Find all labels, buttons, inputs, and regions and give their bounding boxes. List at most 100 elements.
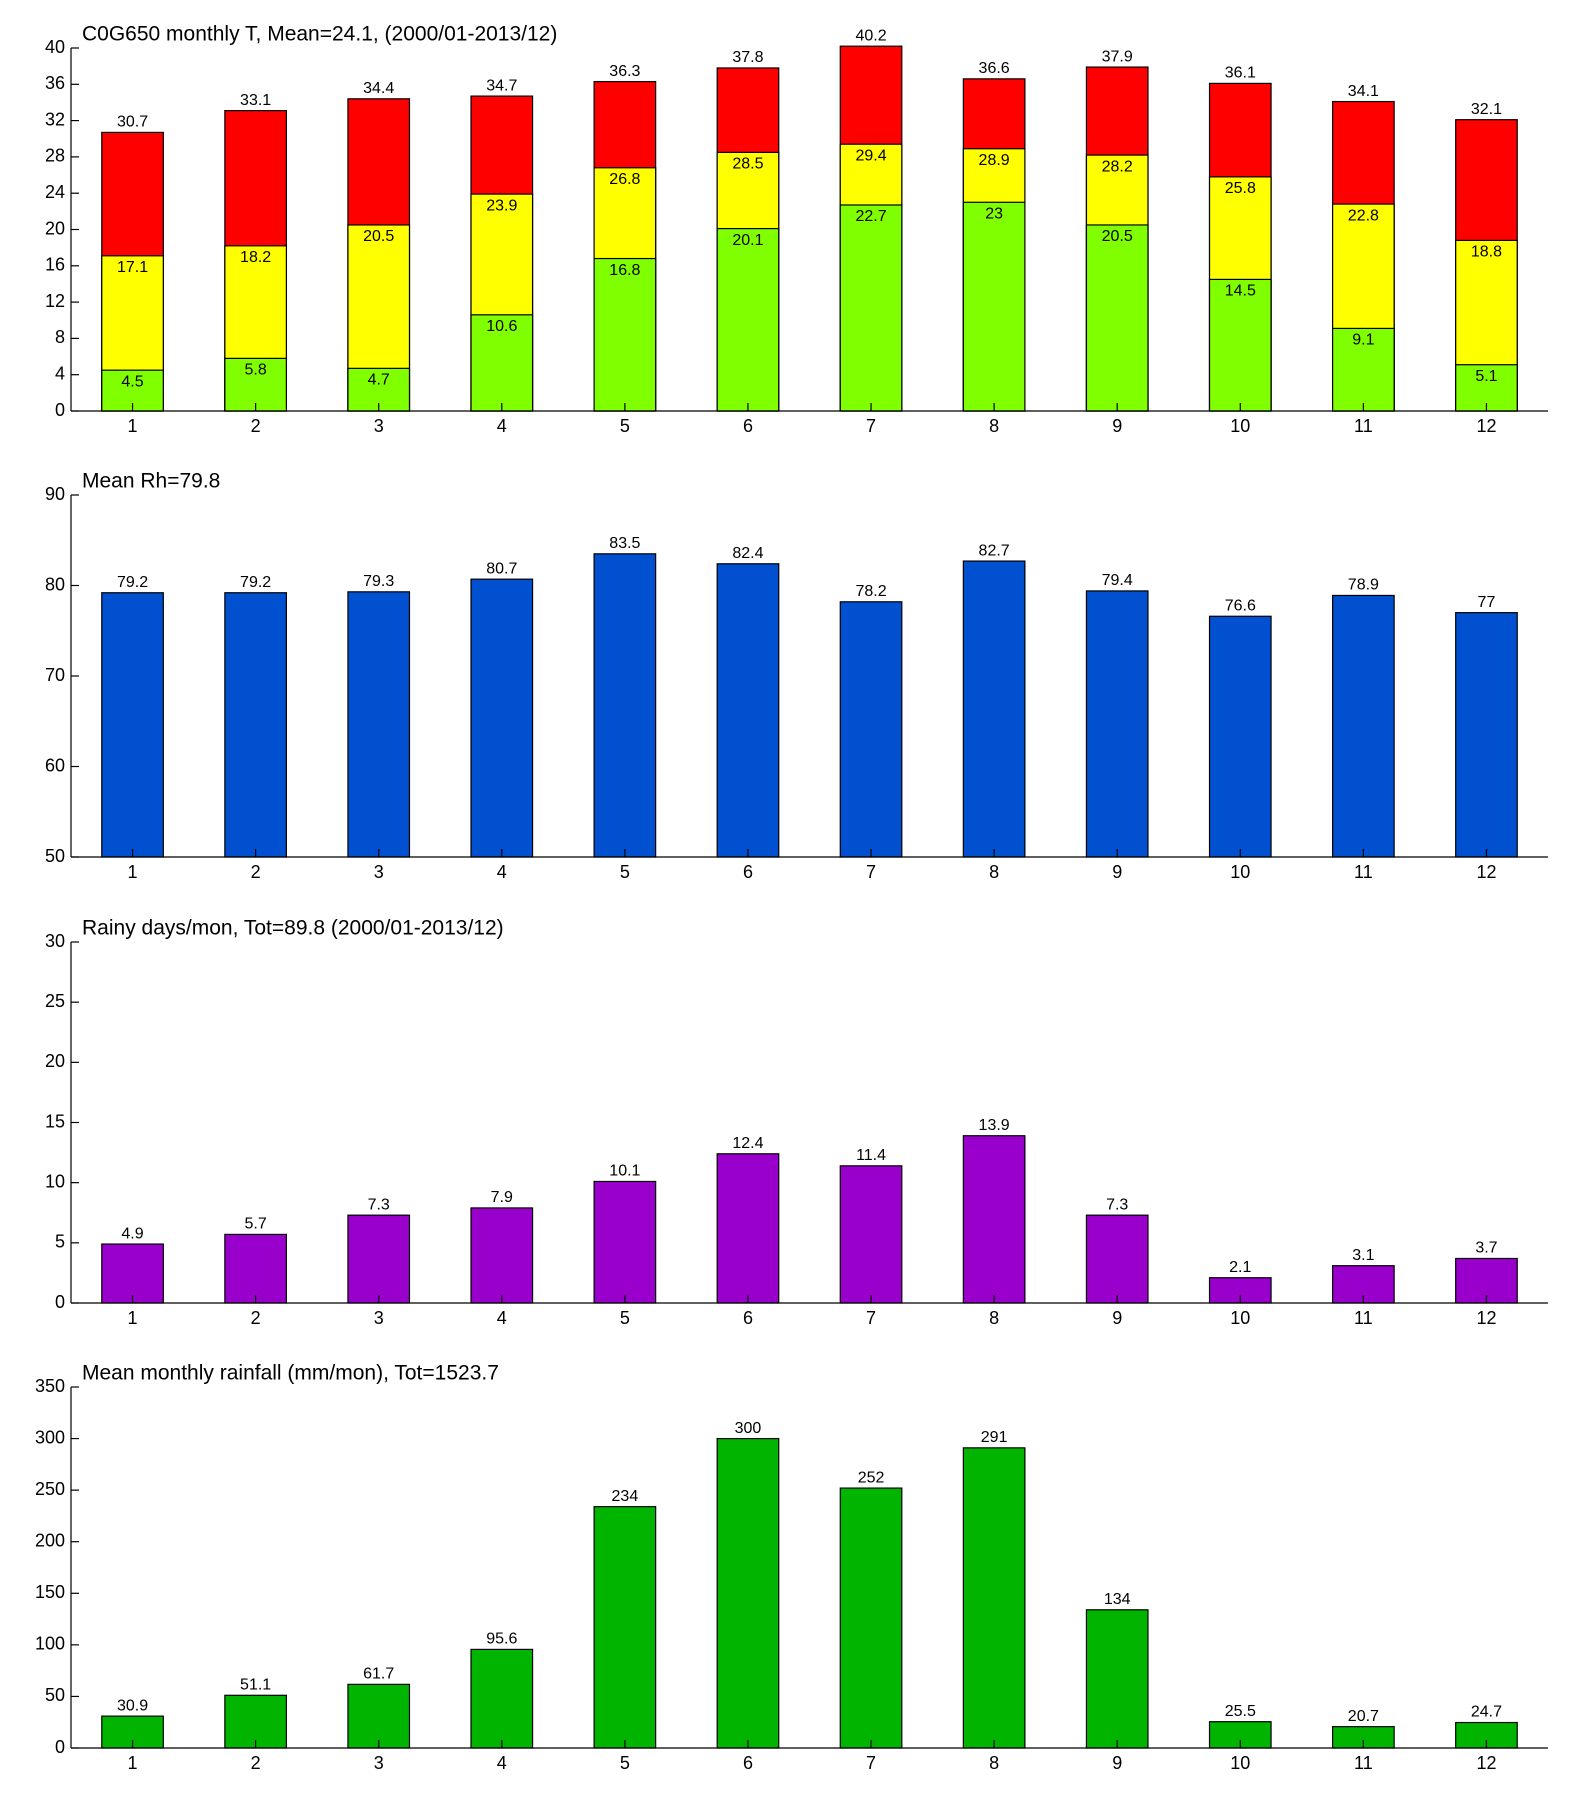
y-tick-label: 15	[45, 1111, 65, 1131]
x-tick-label: 10	[1230, 1753, 1250, 1773]
y-tick-label: 150	[35, 1582, 65, 1602]
chart-title: Rainy days/mon, Tot=89.8 (2000/01-2013/1…	[82, 917, 504, 940]
bar	[101, 1243, 164, 1304]
data-label: 5.8	[245, 362, 267, 379]
x-tick-label: 4	[497, 1308, 507, 1328]
x-tick-label: 8	[989, 1753, 999, 1773]
data-label: 11.4	[856, 1147, 886, 1164]
x-tick-label: 3	[374, 1308, 384, 1328]
y-tick-label: 0	[55, 1737, 65, 1757]
data-label: 16.8	[609, 262, 640, 279]
x-tick-label: 8	[989, 862, 999, 882]
y-tick-label: 300	[35, 1427, 65, 1447]
y-tick-label: 50	[45, 1685, 65, 1705]
y-tick-label: 40	[45, 37, 65, 57]
bar	[962, 560, 1026, 858]
x-tick-label: 2	[251, 1308, 261, 1328]
x-tick-label: 7	[866, 862, 876, 882]
x-tick-label: 3	[374, 416, 384, 436]
data-label: 80.7	[486, 560, 517, 577]
data-label: 2.1	[1229, 1259, 1251, 1276]
data-label: 14.5	[1225, 283, 1256, 300]
data-label: 7.3	[368, 1196, 390, 1213]
data-label: 4.9	[121, 1225, 143, 1242]
y-tick-label: 0	[55, 400, 65, 420]
x-tick-label: 4	[497, 1753, 507, 1773]
panel: Mean monthly rainfall (mm/mon), Tot=1523…	[35, 1362, 1548, 1773]
data-label: 291	[981, 1429, 1008, 1446]
bar	[347, 591, 411, 858]
x-tick-label: 1	[128, 1753, 138, 1773]
x-tick-label: 8	[989, 416, 999, 436]
data-label: 61.7	[363, 1666, 394, 1683]
bar	[224, 1694, 287, 1749]
x-tick-label: 10	[1230, 1308, 1250, 1328]
y-tick-label: 200	[35, 1530, 65, 1550]
x-tick-label: 12	[1476, 416, 1496, 436]
data-label: 20.1	[732, 232, 763, 249]
bar	[470, 1207, 534, 1304]
data-label: 134	[1104, 1591, 1131, 1608]
x-tick-label: 5	[620, 1308, 630, 1328]
x-tick-label: 5	[620, 862, 630, 882]
x-tick-label: 7	[866, 1753, 876, 1773]
bar	[716, 1437, 780, 1749]
data-label: 78.9	[1348, 577, 1379, 594]
data-label: 12.4	[732, 1135, 763, 1152]
data-label: 300	[735, 1420, 762, 1437]
x-tick-label: 5	[620, 416, 630, 436]
data-label: 10.6	[486, 318, 517, 335]
y-tick-label: 12	[45, 291, 65, 311]
data-label: 79.3	[363, 573, 394, 590]
y-tick-label: 10	[45, 1171, 65, 1191]
data-label: 22.8	[1348, 207, 1379, 224]
bars: 30.7 33.1 34.4 34.7 36.3 37.8 40.2 36.6 37.9 36.1…	[101, 27, 1518, 412]
x-tick-label: 5	[620, 1753, 630, 1773]
x-tick-label: 10	[1230, 862, 1250, 882]
bar	[1332, 594, 1395, 858]
bar	[839, 204, 903, 412]
x-tick-label: 9	[1112, 1308, 1122, 1328]
data-label: 83.5	[609, 535, 640, 552]
y-tick-label: 70	[45, 665, 65, 685]
bar	[962, 201, 1026, 412]
data-label: 252	[858, 1469, 885, 1486]
data-label: 7.3	[1106, 1196, 1128, 1213]
x-tick-label: 4	[497, 416, 507, 436]
panel: C0G650 monthly T, Mean=24.1, (2000/01-20…	[45, 23, 1548, 436]
y-tick-label: 60	[45, 755, 65, 775]
y-tick-label: 5	[55, 1232, 65, 1252]
data-label: 51.1	[240, 1677, 271, 1694]
bar	[1085, 590, 1149, 858]
data-label: 9.1	[1352, 332, 1374, 349]
bars: 30.9 51.1 61.7 95.6 234 300 252 291 134 25.5 20.7 2…	[101, 1420, 1518, 1749]
x-tick-label: 2	[251, 416, 261, 436]
x-tick-label: 12	[1476, 862, 1496, 882]
y-tick-label: 350	[35, 1376, 65, 1396]
bar	[839, 1487, 903, 1749]
x-tick-label: 3	[374, 862, 384, 882]
x-tick-label: 1	[128, 416, 138, 436]
y-tick-label: 20	[45, 1051, 65, 1071]
x-tick-label: 11	[1354, 862, 1373, 882]
bar	[1208, 1721, 1272, 1749]
bar	[839, 601, 903, 858]
bar	[1208, 615, 1272, 858]
bar	[593, 1180, 657, 1304]
bar	[470, 1648, 534, 1749]
data-label: 95.6	[486, 1631, 517, 1648]
x-tick-label: 12	[1476, 1308, 1496, 1328]
x-tick-label: 8	[989, 1308, 999, 1328]
bar	[716, 1153, 780, 1304]
x-tick-label: 10	[1230, 416, 1250, 436]
data-label: 32.1	[1471, 101, 1502, 118]
bar	[224, 592, 287, 858]
x-tick-label: 9	[1112, 862, 1122, 882]
data-label: 23	[985, 205, 1003, 222]
data-label: 28.5	[732, 156, 763, 173]
data-label: 28.2	[1102, 158, 1133, 175]
y-tick-label: 20	[45, 218, 65, 238]
data-label: 77	[1478, 594, 1496, 611]
data-label: 23.9	[486, 197, 517, 214]
